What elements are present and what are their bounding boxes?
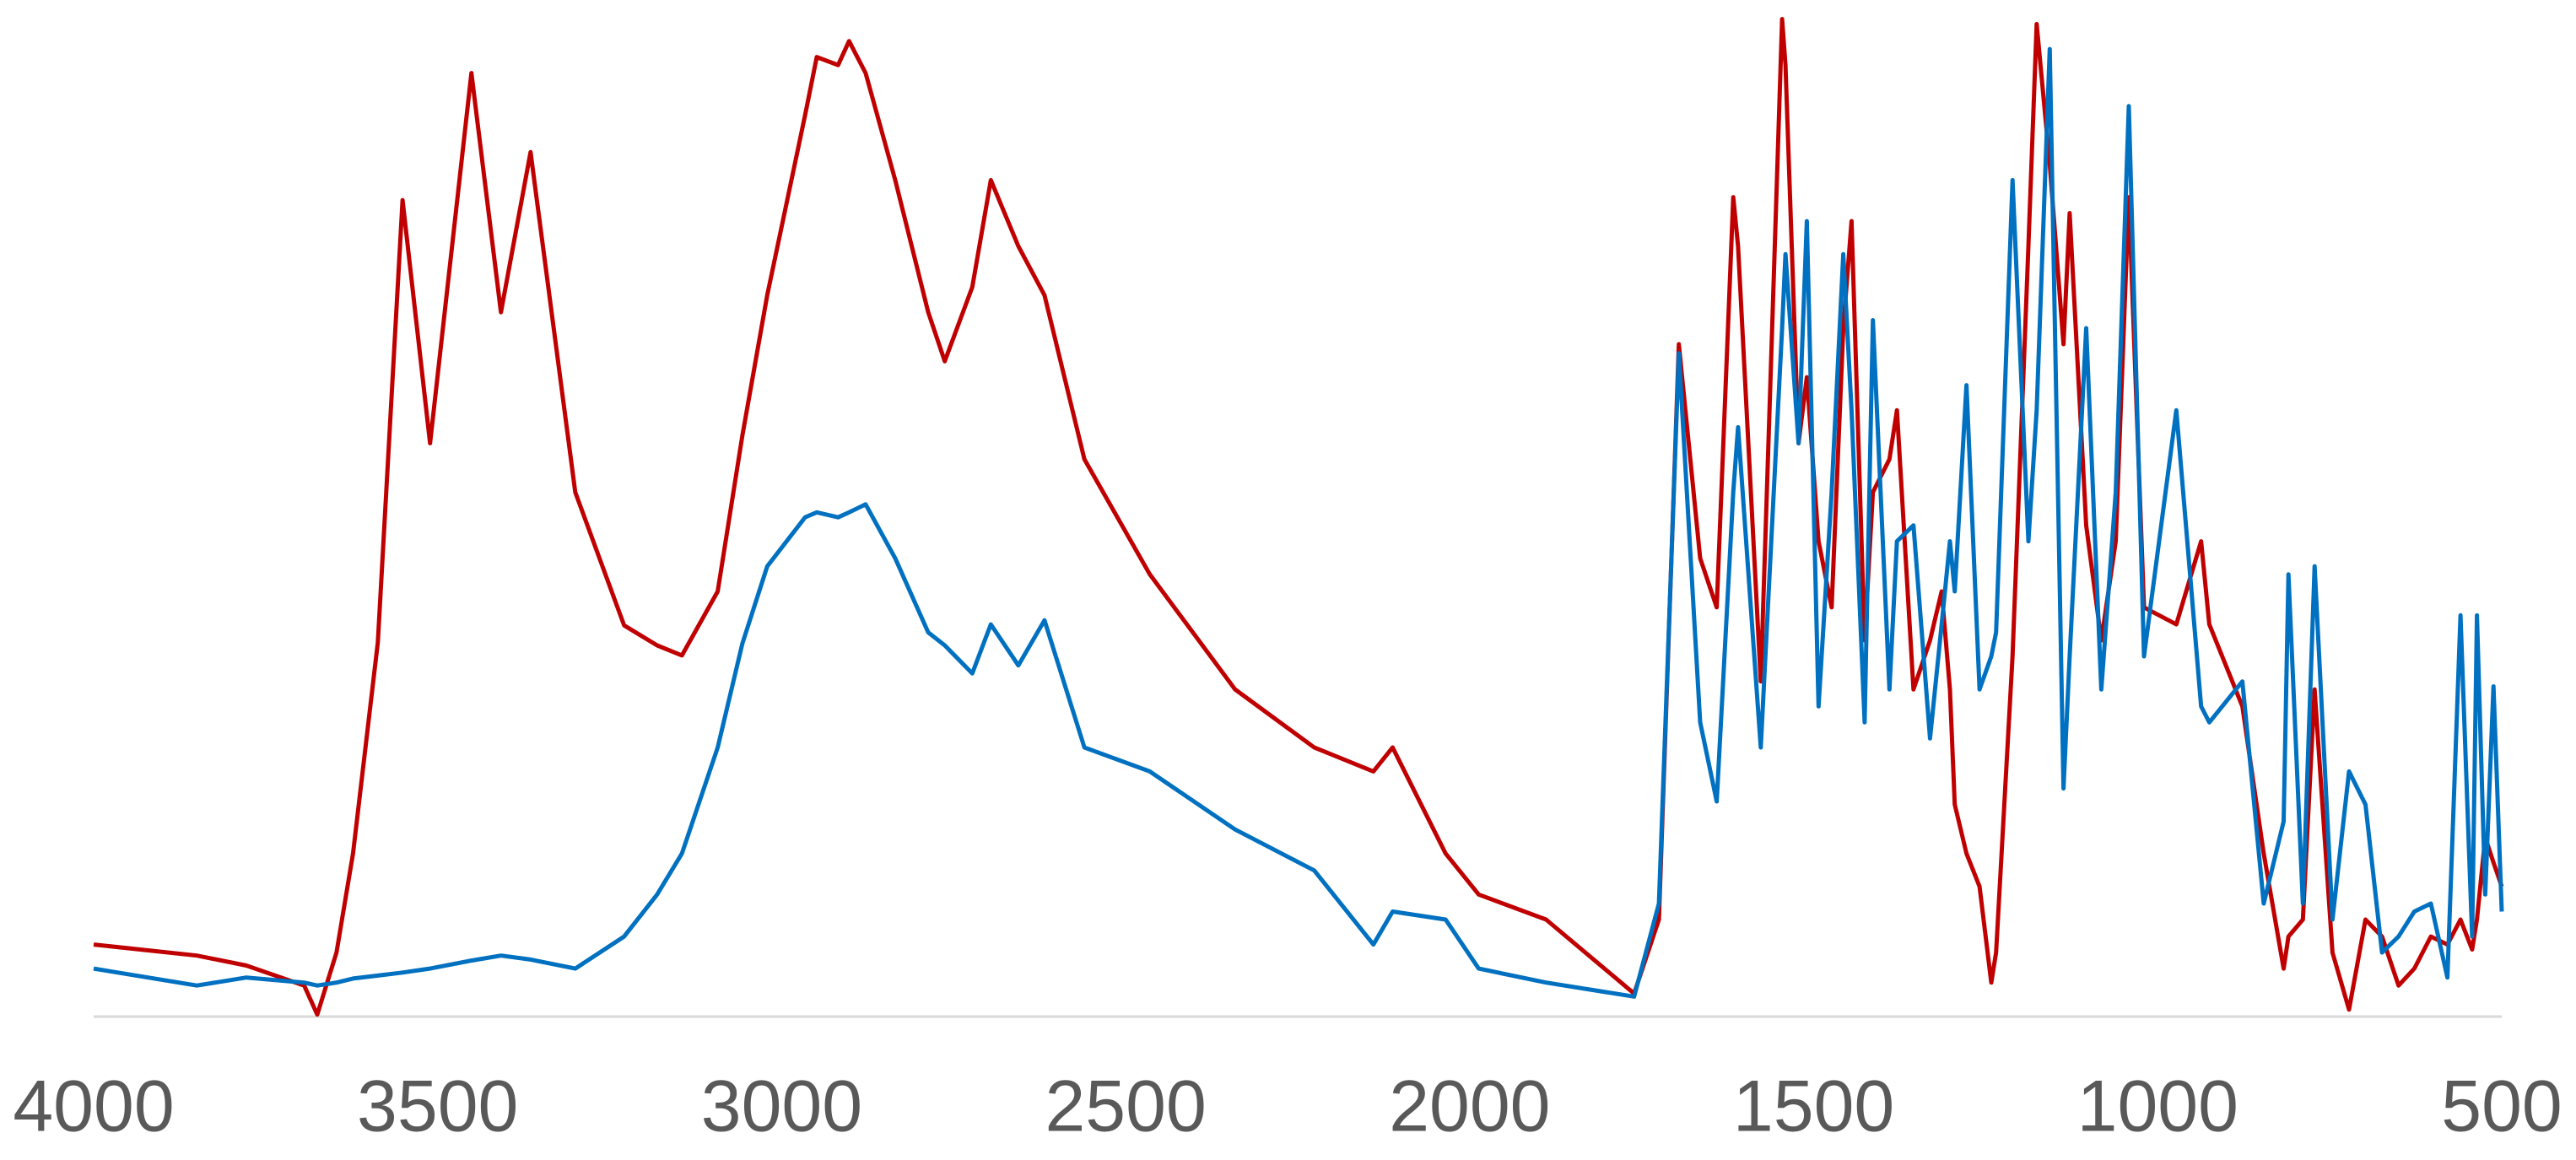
x-tick-label: 1500 — [1733, 1066, 1894, 1147]
x-tick-label: 2500 — [1045, 1066, 1206, 1147]
x-tick-label: 2000 — [1389, 1066, 1550, 1147]
x-tick-label: 4000 — [13, 1066, 174, 1147]
x-tick-label: 1000 — [2077, 1066, 2238, 1147]
spectrum-line — [93, 17, 2504, 1017]
spectrum-line — [93, 46, 2504, 999]
x-tick-label: 3000 — [701, 1066, 862, 1147]
x-tick-label: 500 — [2441, 1066, 2562, 1147]
x-tick-label: 3500 — [357, 1066, 518, 1147]
